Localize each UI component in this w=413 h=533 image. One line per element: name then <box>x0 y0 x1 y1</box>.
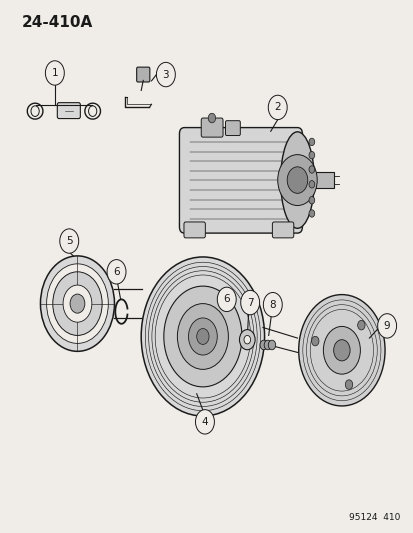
Circle shape <box>177 304 228 369</box>
Circle shape <box>308 151 314 159</box>
Circle shape <box>70 294 85 313</box>
Circle shape <box>308 181 314 188</box>
Circle shape <box>277 155 316 206</box>
Circle shape <box>308 166 314 173</box>
Circle shape <box>240 290 259 315</box>
Text: 1: 1 <box>51 68 58 78</box>
Circle shape <box>156 62 175 87</box>
FancyBboxPatch shape <box>136 67 150 82</box>
Circle shape <box>195 410 214 434</box>
Circle shape <box>311 336 318 346</box>
Text: 2: 2 <box>274 102 280 112</box>
Circle shape <box>141 257 264 416</box>
Text: 6: 6 <box>223 294 230 304</box>
Circle shape <box>259 340 267 350</box>
Circle shape <box>263 340 271 350</box>
Circle shape <box>298 295 384 406</box>
Text: 95124  410: 95124 410 <box>348 513 399 522</box>
Text: 8: 8 <box>269 300 275 310</box>
FancyBboxPatch shape <box>179 127 301 233</box>
Circle shape <box>47 264 108 343</box>
Circle shape <box>357 320 364 330</box>
Text: 5: 5 <box>66 236 72 246</box>
Circle shape <box>45 61 64 85</box>
Circle shape <box>377 314 396 338</box>
FancyBboxPatch shape <box>57 103 80 118</box>
FancyBboxPatch shape <box>272 222 293 238</box>
Circle shape <box>308 138 314 146</box>
Circle shape <box>344 380 352 390</box>
Circle shape <box>208 114 215 123</box>
Circle shape <box>31 106 39 116</box>
Circle shape <box>287 167 307 193</box>
Ellipse shape <box>280 132 313 228</box>
Circle shape <box>308 197 314 204</box>
FancyBboxPatch shape <box>225 120 240 135</box>
Circle shape <box>263 293 282 317</box>
Text: 24-410A: 24-410A <box>22 14 93 30</box>
Circle shape <box>239 329 254 350</box>
Circle shape <box>88 106 97 116</box>
Circle shape <box>107 260 126 284</box>
Text: 4: 4 <box>201 417 208 427</box>
Circle shape <box>308 210 314 217</box>
Circle shape <box>323 326 359 374</box>
Text: 6: 6 <box>113 267 119 277</box>
Circle shape <box>188 318 217 355</box>
Text: 3: 3 <box>162 70 169 79</box>
Circle shape <box>196 328 209 344</box>
Circle shape <box>63 285 92 322</box>
FancyBboxPatch shape <box>183 222 205 238</box>
FancyBboxPatch shape <box>310 172 333 188</box>
Circle shape <box>268 95 287 119</box>
Circle shape <box>243 335 250 344</box>
Circle shape <box>59 229 78 253</box>
Circle shape <box>53 272 102 335</box>
FancyBboxPatch shape <box>201 118 223 137</box>
Circle shape <box>164 286 241 387</box>
Circle shape <box>333 340 349 361</box>
Text: 7: 7 <box>246 297 253 308</box>
Circle shape <box>217 287 236 312</box>
Text: 9: 9 <box>383 321 389 331</box>
Circle shape <box>40 256 114 351</box>
Circle shape <box>268 340 275 350</box>
